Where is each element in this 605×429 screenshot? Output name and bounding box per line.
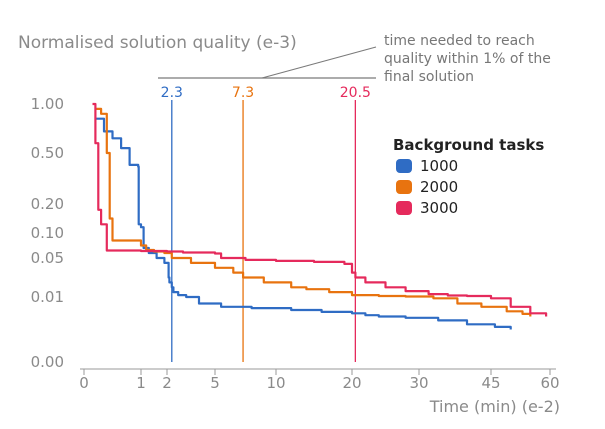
marker-label: 7.3 [232, 85, 254, 101]
x-tick-label: 2 [162, 374, 172, 392]
x-tick-label: 10 [266, 374, 285, 392]
annotation-line: final solution [384, 69, 474, 85]
legend-swatch [396, 180, 412, 194]
y-tick-label: 0.20 [31, 195, 64, 213]
y-tick-label: 1.00 [31, 95, 64, 113]
markers: 2.3 7.3 20.5 [161, 85, 371, 362]
series-line [95, 117, 512, 330]
annotation: time needed to reach quality within 1% of… [158, 33, 551, 85]
y-tick-label: 0.50 [31, 144, 64, 162]
annotation-line: quality within 1% of the [384, 51, 551, 67]
legend-label: 2000 [420, 178, 458, 196]
legend-swatch [396, 201, 412, 215]
legend-title: Background tasks [393, 136, 544, 154]
legend-swatch [396, 159, 412, 173]
series-line [95, 107, 532, 317]
x-tick-label: 60 [540, 374, 559, 392]
y-tick-label: 0.01 [31, 288, 64, 306]
marker-label: 2.3 [161, 85, 183, 101]
series-lines [92, 102, 548, 330]
y-axis: 1.00 0.50 0.20 0.10 0.05 0.01 0.00 [31, 95, 64, 371]
x-tick-label: 5 [210, 374, 220, 392]
legend: Background tasks 1000 2000 3000 [393, 136, 544, 217]
x-tick-label: 1 [136, 374, 146, 392]
annotation-text: time needed to reach quality within 1% of… [384, 33, 551, 85]
annotation-pointer [261, 46, 377, 79]
y-tick-label: 0.10 [31, 224, 64, 242]
x-tick-label: 20 [342, 374, 361, 392]
x-tick-label: 45 [481, 374, 500, 392]
legend-label: 1000 [420, 157, 458, 175]
x-tick-label: 0 [79, 374, 89, 392]
chart-title: Normalised solution quality (e-3) [18, 33, 297, 53]
y-tick-label: 0.00 [31, 353, 64, 371]
series-line [92, 102, 548, 317]
x-axis: 0 1 2 5 10 20 30 45 60 [79, 368, 560, 392]
x-tick-label: 30 [409, 374, 428, 392]
y-tick-label: 0.05 [31, 249, 64, 267]
legend-label: 3000 [420, 199, 458, 217]
x-axis-label: Time (min) (e-2) [429, 397, 560, 416]
annotation-line: time needed to reach [384, 33, 535, 49]
marker-label: 20.5 [340, 85, 371, 101]
